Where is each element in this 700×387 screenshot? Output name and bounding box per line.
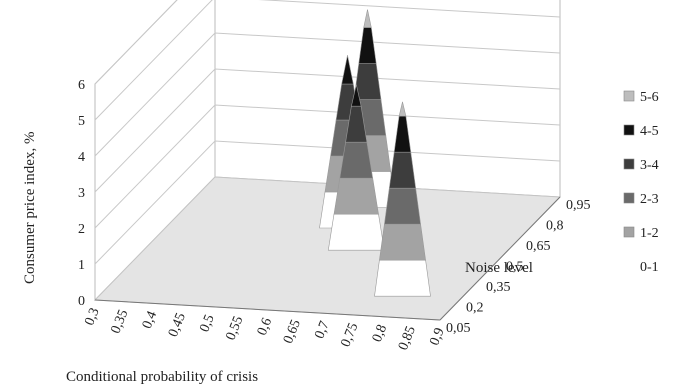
y-axis-label: Noise level	[465, 260, 533, 276]
peak-band	[327, 213, 385, 251]
legend-swatch	[623, 124, 635, 136]
peak-band	[384, 187, 421, 225]
gridline	[94, 140, 561, 265]
x-tick-label: 0,85	[396, 324, 419, 352]
gridline	[94, 68, 561, 193]
y-tick-label: 0,5	[506, 260, 524, 275]
y-tick-label: 0,8	[546, 219, 564, 234]
gridline	[94, 104, 561, 229]
z-tick-label: 1	[78, 258, 85, 273]
plot-floor	[93, 176, 562, 321]
z-axis-label: Consumer price index, %	[22, 132, 38, 284]
x-axis-label: Conditional probability of crisis	[66, 369, 258, 385]
x-tick-label: 0,7	[312, 319, 332, 341]
z-ticks: 0 1 2 3 4 5 6	[78, 78, 85, 309]
peak-band	[379, 223, 426, 261]
x-tick-label: 0,9	[427, 326, 447, 348]
peak-tip	[363, 9, 372, 28]
y-axis-line	[439, 196, 561, 321]
x-tick-label: 0,4	[140, 309, 160, 331]
legend-swatch	[623, 260, 635, 272]
y-tick-label: 0,2	[466, 301, 484, 316]
z-tick-label: 3	[78, 186, 85, 201]
plot-walls	[94, 0, 561, 302]
peak	[374, 101, 431, 297]
gridline	[94, 32, 561, 157]
peak-band	[333, 177, 379, 215]
x-axis-line	[94, 299, 441, 321]
legend-label: 2-3	[640, 192, 659, 207]
peak-tip	[398, 101, 407, 117]
legend-label: 1-2	[640, 226, 659, 241]
legend-swatch	[623, 158, 635, 170]
peak-band	[374, 259, 431, 297]
x-tick-label: 0,65	[281, 318, 304, 346]
legend-swatch	[623, 226, 635, 238]
x-tick-label: 0,45	[166, 311, 189, 339]
gridline	[94, 0, 178, 85]
peak-tip	[351, 84, 362, 107]
x-tick-label: 0,55	[223, 314, 246, 342]
y-tick-label: 0,05	[446, 321, 471, 336]
peak	[327, 84, 385, 251]
x-tick-label: 0,75	[338, 321, 361, 349]
y-tick-label: 0,35	[486, 280, 511, 295]
gridline	[94, 0, 561, 121]
peak-band	[388, 151, 417, 189]
x-tick-label: 0,5	[197, 313, 217, 335]
z-tick-label: 5	[78, 114, 85, 129]
legend-label: 0-1	[640, 260, 659, 275]
y-tick-label: 0,95	[566, 198, 591, 213]
legend-label: 3-4	[640, 158, 659, 173]
z-tick-label: 0	[78, 294, 85, 309]
y-tick-label: 0,65	[526, 239, 551, 254]
peak-tip	[341, 55, 354, 85]
peak-band	[339, 141, 374, 179]
z-tick-label: 6	[78, 78, 85, 93]
peaks	[319, 9, 431, 297]
x-tick-label: 0,6	[255, 316, 275, 338]
legend: 5-6 4-5 3-4 2-3 1-2 0-1	[623, 90, 659, 275]
legend-swatch	[623, 90, 635, 102]
x-tick-label: 0,3	[82, 306, 102, 328]
legend-label: 5-6	[640, 90, 659, 105]
z-tick-label: 2	[78, 222, 85, 237]
x-ticks: 0,3 0,35 0,4 0,45 0,5 0,55 0,6 0,65 0,7 0,75 0,8 0,…	[82, 306, 447, 353]
x-tick-label: 0,8	[370, 323, 390, 345]
legend-swatch	[623, 192, 635, 204]
z-tick-label: 4	[78, 150, 85, 165]
x-tick-label: 0,35	[108, 308, 131, 336]
y-ticks: 0,05 0,20,35 0,50,65 0,80,95	[446, 198, 591, 336]
legend-label: 4-5	[640, 124, 659, 139]
